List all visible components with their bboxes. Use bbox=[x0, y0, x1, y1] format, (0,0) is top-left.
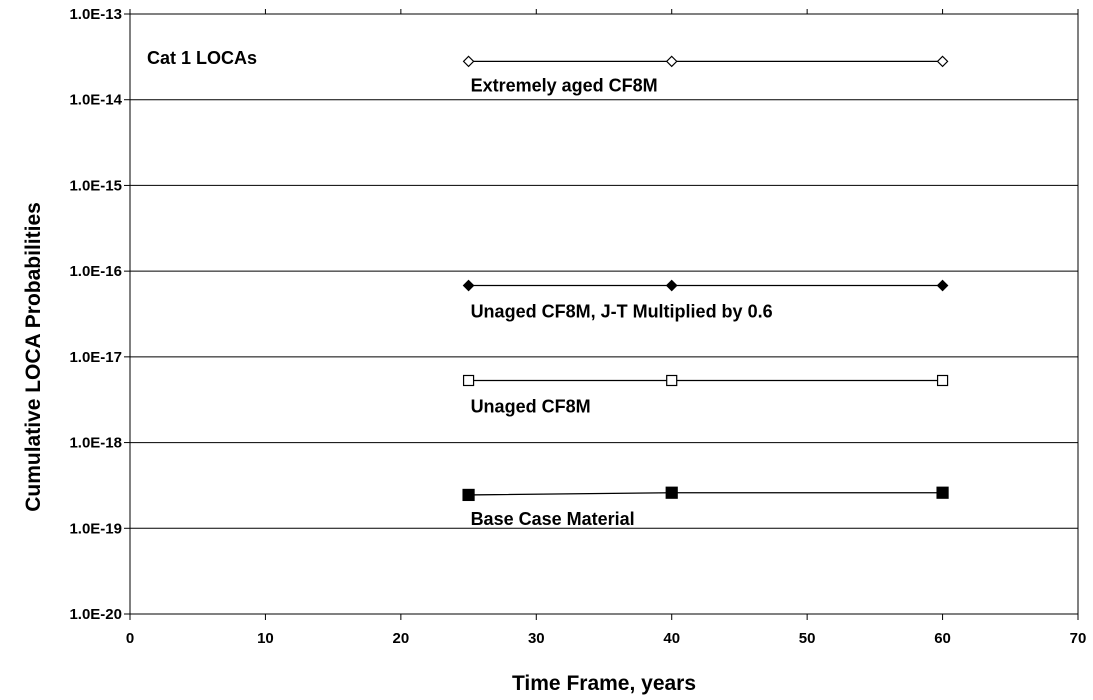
y-tick-label: 1.0E-18 bbox=[69, 435, 122, 452]
series-label: Base Case Material bbox=[471, 509, 635, 529]
x-tick-label: 40 bbox=[663, 630, 680, 647]
data-point bbox=[666, 374, 678, 387]
x-axis-title: Time Frame, years bbox=[512, 672, 696, 695]
data-point bbox=[462, 55, 475, 68]
axes bbox=[124, 9, 1079, 620]
data-point bbox=[462, 279, 475, 292]
x-tick-label: 60 bbox=[934, 630, 951, 647]
grid-lines bbox=[130, 99, 1078, 529]
series-label: Extremely aged CF8M bbox=[471, 75, 658, 95]
data-point bbox=[936, 55, 949, 68]
y-tick-label: 1.0E-14 bbox=[69, 92, 122, 109]
plot-area-border bbox=[129, 13, 1079, 615]
data-point bbox=[665, 279, 678, 292]
data-point bbox=[462, 488, 475, 502]
series-line bbox=[468, 492, 943, 496]
x-tick-label: 30 bbox=[528, 630, 545, 647]
data-point bbox=[936, 374, 949, 387]
series bbox=[462, 55, 949, 502]
series-label: Unaged CF8M, J-T Multiplied by 0.6 bbox=[471, 301, 773, 321]
x-tick-label: 10 bbox=[257, 630, 274, 647]
chart-annotation: Cat 1 LOCAs bbox=[147, 48, 257, 68]
series-labels: Extremely aged CF8M Unaged CF8M, J-T Mult… bbox=[471, 75, 773, 529]
x-tick-label: 0 bbox=[126, 630, 134, 647]
data-point bbox=[936, 279, 949, 292]
y-tick-label: 1.0E-13 bbox=[69, 6, 122, 23]
data-point bbox=[462, 374, 475, 387]
x-tick-label: 50 bbox=[799, 630, 816, 647]
x-tick-label: 70 bbox=[1070, 630, 1087, 647]
data-point bbox=[936, 486, 949, 499]
data-point bbox=[665, 486, 678, 499]
y-axis-title: Cumulative LOCA Probabilities bbox=[22, 202, 45, 512]
y-tick-label: 1.0E-20 bbox=[69, 606, 122, 623]
y-tick-label: 1.0E-19 bbox=[69, 520, 122, 537]
y-tick-label: 1.0E-17 bbox=[69, 349, 122, 366]
tick-labels: 1.0E-20 1.0E-19 1.0E-18 1.0E-17 1.0E-16 1.0E-… bbox=[69, 6, 1086, 647]
x-tick-label: 20 bbox=[393, 630, 410, 647]
y-tick-label: 1.0E-15 bbox=[69, 177, 122, 194]
series-label: Unaged CF8M bbox=[471, 396, 591, 416]
data-point bbox=[665, 55, 678, 68]
y-tick-label: 1.0E-16 bbox=[69, 263, 122, 280]
